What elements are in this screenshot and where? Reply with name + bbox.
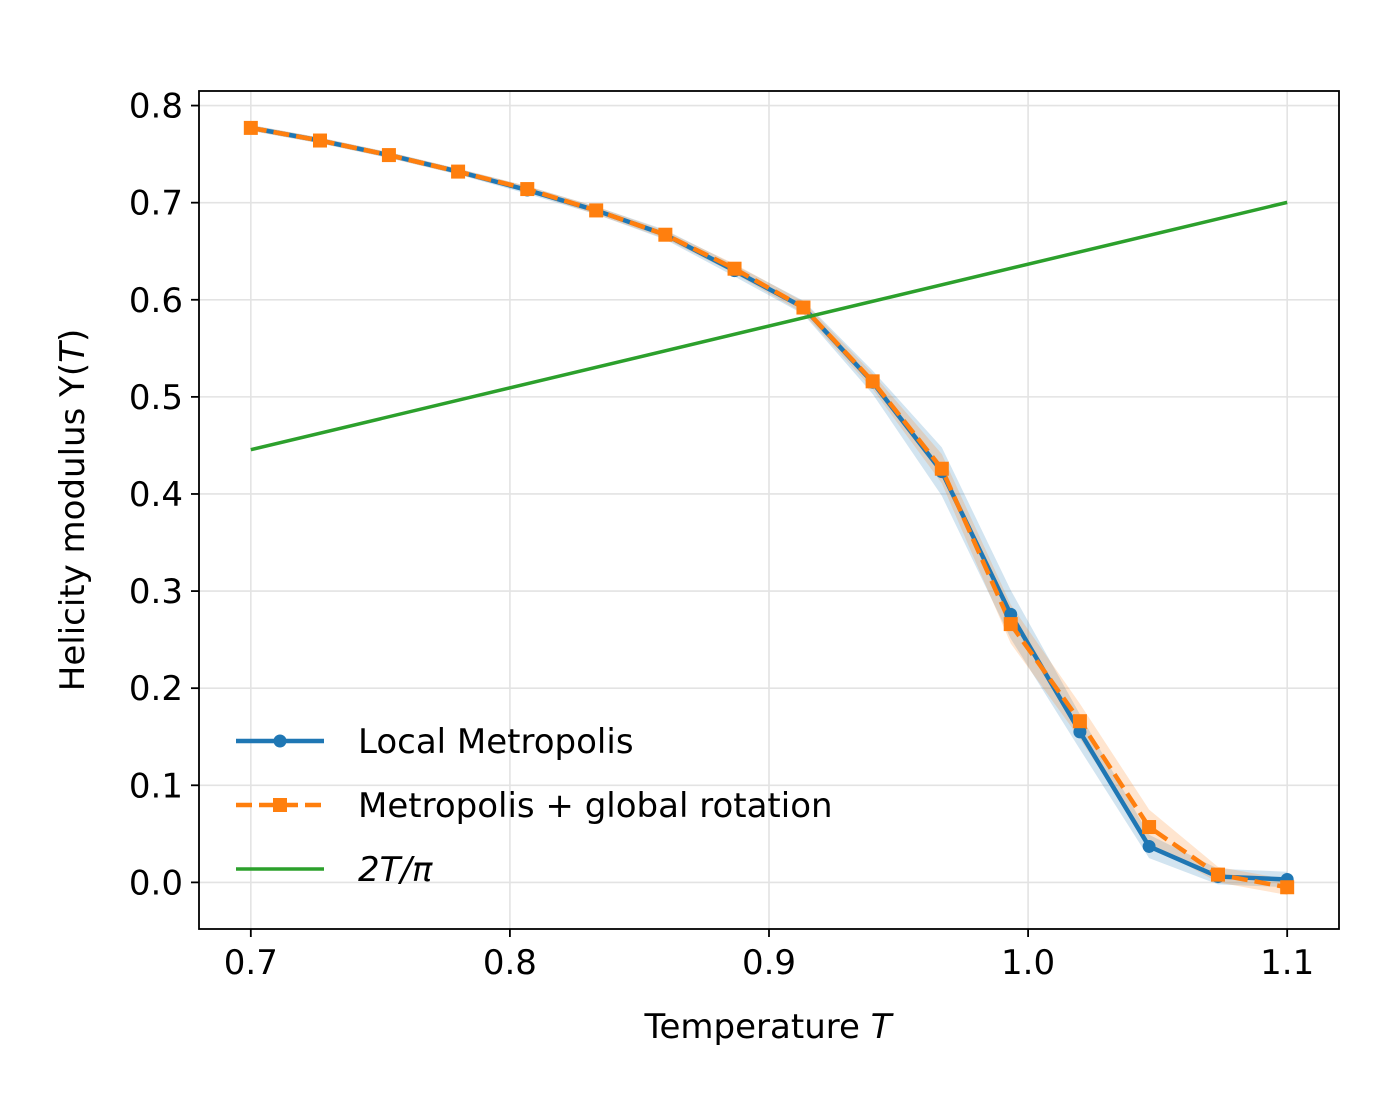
y-tick-label: 0.3 [129,572,183,612]
axis-ticks: 0.7 0.8 0.9 1.0 1.1 0.0 0.1 0.2 0.3 0.4 0.5 0.6 0.7 0… [129,87,1314,983]
data-point-series-1 [1142,820,1157,835]
x-axis-label: Temperature T [644,1007,894,1047]
y-tick-label: 0.8 [129,87,183,127]
legend-marker-local-metropolis [273,734,287,748]
legend-label-2t-over-pi: 2T/π [358,850,433,890]
data-point-series-1 [589,203,604,218]
x-tick-label: 1.1 [1260,943,1314,983]
data-point-series-1 [243,120,258,135]
data-point-series-1 [658,227,673,242]
data-point-series-0 [1073,725,1087,739]
x-tick-label: 1.0 [1001,943,1055,983]
x-tick-label: 0.7 [224,943,278,983]
series-lines [250,125,1288,890]
legend: Local Metropolis Metropolis + global rot… [236,722,833,890]
data-point-series-1 [1280,880,1295,895]
data-point-series-1 [1211,867,1226,882]
legend-label-global-rotation: Metropolis + global rotation [358,786,833,826]
data-point-series-1 [312,133,327,148]
series-line-1 [250,125,1288,890]
legend-entry-local-metropolis: Local Metropolis [236,722,634,762]
x-tick-label: 0.9 [742,943,796,983]
y-tick-label: 0.1 [129,766,183,806]
legend-marker-global-rotation [273,798,287,812]
legend-label-local-metropolis: Local Metropolis [358,722,634,762]
series-line-2 [250,200,1288,452]
legend-entry-global-rotation: Metropolis + global rotation [236,786,833,826]
data-point-series-1 [381,148,396,163]
data-point-series-1 [1003,617,1018,632]
data-point-series-1 [796,300,811,315]
series-markers [243,120,1295,895]
x-tick-label: 0.8 [483,943,537,983]
grid [199,91,1339,929]
data-point-series-0 [1142,839,1156,853]
y-tick-label: 0.7 [129,184,183,224]
y-tick-label: 0.2 [129,669,183,709]
y-tick-label: 0.0 [129,863,183,903]
data-point-series-1 [727,261,742,276]
y-axis-label: Helicity modulus Υ(T) [53,329,93,691]
y-tick-label: 0.4 [129,475,183,515]
data-point-series-1 [1072,714,1087,729]
data-point-series-1 [451,164,466,179]
data-point-series-1 [865,374,880,389]
data-point-series-1 [520,182,535,197]
legend-entry-2t-over-pi: 2T/π [236,850,433,890]
y-tick-label: 0.6 [129,281,183,321]
y-tick-label: 0.5 [129,378,183,418]
data-point-series-1 [934,461,949,476]
